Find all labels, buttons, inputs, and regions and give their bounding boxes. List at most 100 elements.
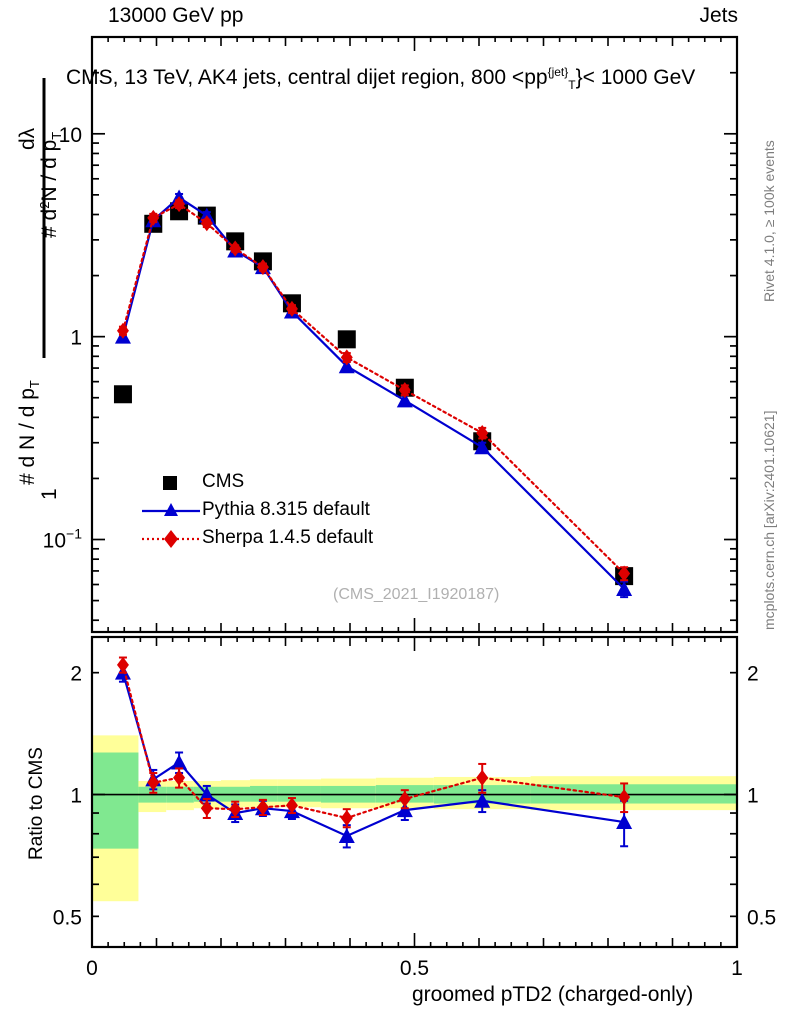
datapoint-triangle	[171, 189, 188, 205]
datapoint-square	[144, 214, 163, 233]
ratio-band-outer	[250, 779, 278, 808]
side-credit-top-text: Rivet 4.1.0, ≥ 100k events	[761, 140, 777, 302]
datapoint-triangle	[283, 803, 300, 819]
xtick-label: 0.5	[400, 957, 429, 980]
legend-item-cms[interactable]: CMS	[140, 468, 373, 496]
datapoint-triangle	[254, 800, 271, 816]
ratio-band-outer	[433, 776, 531, 810]
datapoint-diamond	[229, 801, 242, 818]
datapoint-diamond	[340, 349, 353, 366]
datapoint-diamond	[340, 809, 353, 826]
datapoint-triangle	[396, 802, 413, 818]
datapoint-triangle	[338, 358, 355, 374]
datapoint-diamond	[256, 799, 269, 816]
xtick-label: 0	[86, 957, 98, 980]
datapoint-diamond	[173, 196, 186, 213]
datapoint-triangle	[474, 792, 491, 808]
datapoint-square	[253, 252, 272, 271]
datapoint-triangle	[396, 392, 413, 408]
ratio-ytick-label-left: 0.5	[53, 906, 82, 929]
ratio-ytick-label-left: 1	[70, 785, 82, 808]
datapoint-diamond	[229, 240, 242, 257]
ratio-panel-frame	[90, 635, 739, 949]
legend-label-pythia: Pythia 8.315 default	[202, 499, 370, 520]
datapoint-diamond	[285, 300, 298, 317]
ratio-band-inner	[138, 786, 167, 803]
legend-item-sherpa[interactable]: Sherpa 1.4.5 default	[140, 524, 373, 552]
ratio-band-outer	[277, 779, 321, 808]
plot-title-subscript: T	[568, 78, 576, 93]
datapoint-diamond	[116, 322, 129, 339]
ratio-band-outer	[530, 776, 737, 811]
ratio-ytick-label-right: 0.5	[747, 906, 776, 929]
datapoint-triangle	[616, 814, 633, 830]
datapoint-triangle	[227, 242, 244, 258]
legend-marker-square	[140, 472, 202, 492]
datapoint-square	[226, 232, 245, 251]
datapoint-diamond	[285, 797, 298, 814]
side-credit-bottom: mcplots.cern.ch [arXiv:2401.10621]	[756, 330, 786, 640]
ratio-band-outer	[221, 780, 251, 808]
xaxis-label: groomed pTD2 (charged-only)	[412, 983, 694, 1006]
datapoint-triangle	[198, 207, 215, 223]
datapoint-diamond	[618, 565, 631, 582]
datapoint-square	[395, 378, 414, 397]
yaxis-main-num: # d2N / d pT	[37, 132, 64, 238]
datapoint-diamond	[147, 209, 160, 226]
datapoint-diamond	[476, 424, 489, 441]
datapoint-triangle	[145, 212, 162, 228]
datapoint-diamond	[618, 789, 631, 806]
ratio-ytick-label-right: 1	[747, 785, 759, 808]
legend-item-pythia[interactable]: Pythia 8.315 default	[140, 496, 373, 524]
ratio-ytick-label-right: 2	[747, 663, 759, 686]
ratio-ytick-label-left: 2	[70, 663, 82, 686]
main-ytick-label: 1	[70, 327, 82, 350]
legend-marker-triangle	[140, 500, 202, 520]
datapoint-square	[197, 206, 216, 225]
datapoint-diamond	[398, 382, 411, 399]
ratio-band-inner	[433, 785, 531, 804]
datapoint-square	[337, 330, 356, 349]
ratio-band-outer	[138, 780, 167, 813]
ratio-band-inner	[193, 786, 221, 802]
datapoint-diamond	[173, 769, 186, 786]
series-line-diamond	[121, 663, 626, 820]
datapoint-triangle	[474, 439, 491, 455]
ratio-band-inner	[250, 785, 278, 802]
datapoint-square	[282, 294, 301, 313]
datapoint-diamond	[476, 769, 489, 786]
datapoint-diamond	[200, 215, 213, 232]
ratio-band-inner	[221, 786, 251, 802]
plot-title-tail: }< 1000 GeV	[575, 66, 696, 89]
yaxis-label-ratio: Ratio to CMS	[20, 700, 50, 880]
datapoint-triangle	[171, 754, 188, 770]
side-credit-top: Rivet 4.1.0, ≥ 100k events	[756, 40, 786, 310]
header-right: Jets	[699, 4, 738, 27]
watermark: (CMS_2021_I1920187)	[333, 586, 500, 603]
ratio-band-inner	[277, 785, 321, 802]
datapoint-diamond	[200, 800, 213, 817]
datapoint-triangle	[114, 664, 131, 680]
legend-label-sherpa: Sherpa 1.4.5 default	[202, 527, 374, 548]
plot-title: CMS, 13 TeV, AK4 jets, central dijet reg…	[66, 62, 695, 96]
ratio-axis-text: Ratio to CMS	[26, 747, 47, 860]
datapoint-triangle	[227, 805, 244, 821]
datapoint-triangle	[198, 786, 215, 802]
datapoint-diamond	[398, 790, 411, 807]
ratio-band-inner	[166, 786, 194, 803]
datapoint-triangle	[616, 581, 633, 597]
datapoint-square	[170, 202, 189, 221]
ratio-band-outer	[92, 735, 139, 902]
yaxis-label-main: 1 # d N / d pT # d2N / d pT dλ	[14, 30, 70, 630]
yaxis-num-text: 1	[38, 488, 61, 500]
legend: CMS Pythia 8.315 default Sherpa 1.4.5 de…	[140, 468, 373, 552]
ratio-band-inner	[320, 785, 376, 803]
datapoint-triangle	[254, 259, 271, 275]
legend-marker-diamond	[140, 528, 202, 548]
yaxis-den-text: # d N / d pT	[16, 380, 42, 485]
datapoint-triangle	[338, 827, 355, 843]
datapoint-triangle	[145, 771, 162, 787]
series-line-triangle	[121, 672, 625, 838]
ratio-band-outer	[193, 780, 221, 809]
xtick-label: 1	[731, 957, 743, 980]
